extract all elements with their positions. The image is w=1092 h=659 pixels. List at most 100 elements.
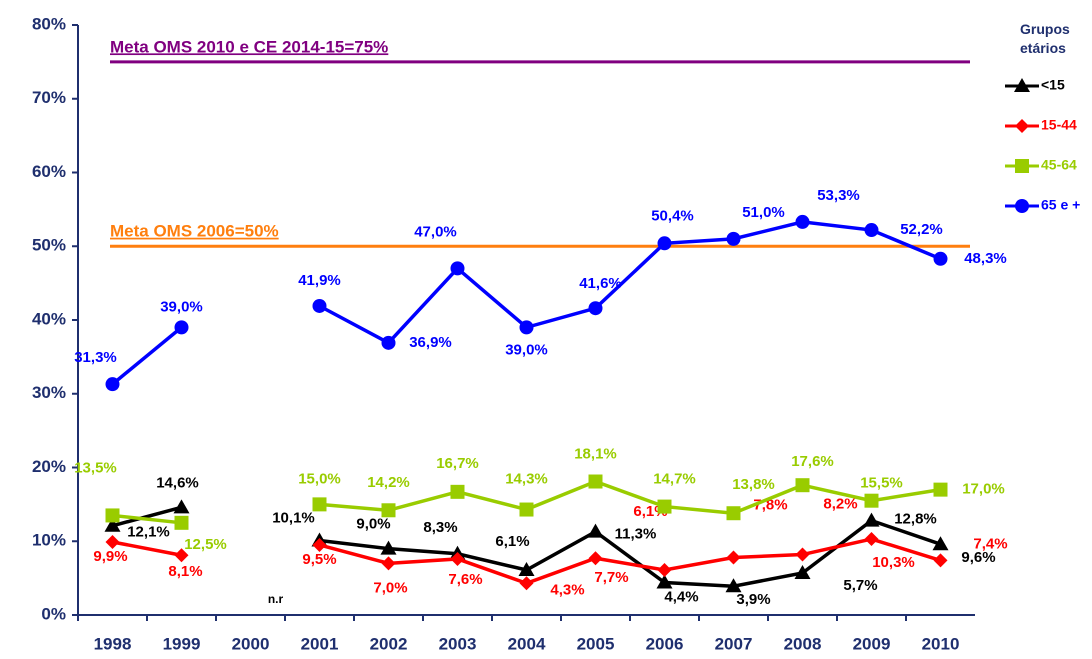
data-label: 41,9% xyxy=(298,272,341,289)
reference-label: Meta OMS 2006=50% xyxy=(110,222,279,241)
line xyxy=(318,220,942,346)
data-label: 15,0% xyxy=(298,470,341,487)
x-tick-label: 2006 xyxy=(646,634,684,653)
legend-marker xyxy=(1015,119,1029,133)
data-label: 12,8% xyxy=(894,511,937,528)
data-label: 9,9% xyxy=(93,548,127,565)
marker xyxy=(173,499,190,514)
data-label: 7,4% xyxy=(973,535,1007,552)
data-label: 17,6% xyxy=(791,453,834,470)
marker xyxy=(450,261,465,276)
marker xyxy=(933,553,948,568)
data-label: 14,3% xyxy=(505,471,548,488)
data-label: 15,5% xyxy=(860,475,903,492)
marker xyxy=(657,236,672,251)
line xyxy=(111,326,183,386)
data-label: 31,3% xyxy=(74,349,117,366)
x-tick-label: 2004 xyxy=(508,634,546,653)
x-tick-label: 2002 xyxy=(370,634,408,653)
marker xyxy=(105,377,120,392)
data-label: 48,3% xyxy=(964,250,1007,267)
marker xyxy=(587,523,604,538)
marker xyxy=(174,320,189,335)
legend-label: 65 e + xyxy=(1041,197,1080,213)
data-label: 14,7% xyxy=(653,471,696,488)
line xyxy=(112,513,182,525)
line xyxy=(319,479,941,516)
marker xyxy=(174,515,189,530)
marker xyxy=(519,320,534,335)
marker xyxy=(933,482,948,497)
legend-title: Grupos etários xyxy=(1020,21,1070,56)
data-label: 8,3% xyxy=(423,519,457,536)
data-label: 7,0% xyxy=(373,579,407,596)
marker xyxy=(726,506,741,521)
data-label: 8,2% xyxy=(823,495,857,512)
marker xyxy=(588,551,603,566)
x-tick-label: 2003 xyxy=(439,634,477,653)
marker xyxy=(726,231,741,246)
data-label: 50,4% xyxy=(651,207,694,224)
marker xyxy=(588,474,603,489)
data-label: 7,7% xyxy=(594,569,628,586)
marker xyxy=(657,563,672,578)
series: 31,3% 39,0% 41,9% 36,9% 47,0% 39,0% 41,6% 50,4%… xyxy=(74,187,1007,392)
legend-label: 45-64 xyxy=(1041,157,1077,173)
y-tick-label: 80% xyxy=(32,14,66,33)
marker xyxy=(933,251,948,266)
marker xyxy=(519,502,534,517)
y-tick-label: 10% xyxy=(32,531,66,550)
marker xyxy=(795,547,810,562)
data-label: 18,1% xyxy=(574,445,617,462)
marker xyxy=(312,298,327,313)
data-label: 7,6% xyxy=(448,571,482,588)
marker xyxy=(726,550,741,565)
marker xyxy=(863,512,880,527)
marker xyxy=(795,214,810,229)
data-label: 9,0% xyxy=(356,516,390,533)
legend-marker xyxy=(1015,199,1029,213)
annotation: n.r xyxy=(268,592,284,606)
marker xyxy=(450,484,465,499)
marker xyxy=(312,497,327,512)
y-tick-label: 0% xyxy=(41,604,66,623)
data-label: 14,6% xyxy=(156,474,199,491)
line xyxy=(112,540,182,557)
data-label: 17,0% xyxy=(962,481,1005,498)
data-label: 13,5% xyxy=(74,459,117,476)
y-tick-label: 60% xyxy=(32,162,66,181)
legend-label: <15 xyxy=(1041,77,1065,93)
marker xyxy=(519,576,534,591)
marker xyxy=(864,223,879,238)
marker xyxy=(725,578,742,593)
series: 9,9%8,1%9,5%7,0% 7,6%4,3%7,7%6,1% 7,8% 8,2%… xyxy=(93,495,1007,598)
marker xyxy=(104,517,121,532)
y-tick-label: 30% xyxy=(32,383,66,402)
data-label: 4,3% xyxy=(550,581,584,598)
marker xyxy=(656,574,673,589)
data-label: 10,1% xyxy=(272,509,315,526)
data-label: 52,2% xyxy=(900,221,943,238)
marker xyxy=(932,536,949,551)
marker xyxy=(450,551,465,566)
data-label: 6,1% xyxy=(495,533,529,550)
marker xyxy=(381,335,396,350)
y-tick-label: 70% xyxy=(32,88,66,107)
data-label: 41,6% xyxy=(579,275,622,292)
y-tick-label: 20% xyxy=(32,457,66,476)
y-tick-label: 50% xyxy=(32,236,66,255)
marker xyxy=(380,540,397,555)
data-label: 51,0% xyxy=(742,204,785,221)
data-label: 12,5% xyxy=(184,536,227,553)
legend-label: 15-44 xyxy=(1041,117,1077,133)
reference-label: Meta OMS 2010 e CE 2014-15=75% xyxy=(110,37,388,56)
data-label: 14,2% xyxy=(367,474,410,491)
marker xyxy=(105,508,120,523)
marker xyxy=(518,562,535,577)
data-label: 39,0% xyxy=(160,298,203,315)
data-label: 36,9% xyxy=(409,334,452,351)
legend-marker xyxy=(1015,159,1029,173)
legend-marker xyxy=(1014,78,1030,92)
line xyxy=(319,537,942,586)
data-label: 4,4% xyxy=(664,589,698,606)
